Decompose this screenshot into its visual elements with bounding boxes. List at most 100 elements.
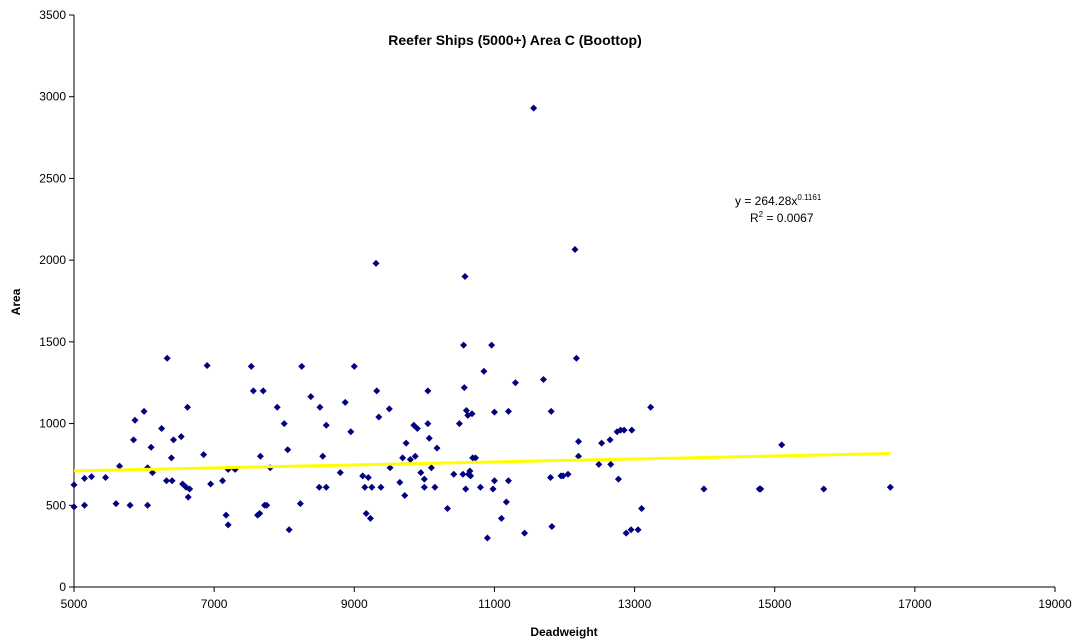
data-point bbox=[280, 420, 288, 428]
data-point bbox=[420, 483, 428, 491]
data-point bbox=[638, 505, 646, 513]
r-squared-value: = 0.0067 bbox=[763, 211, 814, 225]
data-point bbox=[177, 433, 185, 441]
data-point bbox=[341, 398, 349, 406]
data-point bbox=[296, 500, 304, 508]
data-point bbox=[530, 104, 538, 112]
data-point bbox=[488, 341, 496, 349]
data-point bbox=[116, 462, 124, 470]
data-point bbox=[427, 464, 435, 472]
data-point bbox=[502, 498, 510, 506]
data-point bbox=[284, 446, 292, 454]
data-point bbox=[350, 362, 358, 370]
data-point bbox=[170, 436, 178, 444]
x-tick-label: 11000 bbox=[478, 597, 511, 611]
data-point bbox=[130, 436, 138, 444]
data-point bbox=[598, 439, 606, 447]
data-point bbox=[595, 460, 603, 468]
data-point bbox=[472, 454, 480, 462]
data-point bbox=[131, 416, 139, 424]
data-point bbox=[820, 485, 828, 493]
y-tick-label: 3000 bbox=[39, 90, 66, 104]
data-point bbox=[224, 521, 232, 529]
data-point bbox=[112, 500, 120, 508]
data-point bbox=[144, 501, 152, 509]
data-point bbox=[627, 526, 635, 534]
y-tick-label: 1000 bbox=[39, 417, 66, 431]
data-point bbox=[70, 503, 78, 511]
data-point bbox=[322, 421, 330, 429]
data-point bbox=[420, 475, 428, 483]
data-point bbox=[571, 246, 579, 254]
data-point bbox=[362, 509, 370, 517]
data-point bbox=[700, 485, 708, 493]
data-point bbox=[539, 375, 547, 383]
data-point bbox=[480, 367, 488, 375]
data-point bbox=[319, 452, 327, 460]
x-tick-label: 7000 bbox=[201, 597, 228, 611]
data-point bbox=[606, 436, 614, 444]
data-point bbox=[316, 403, 324, 411]
data-point bbox=[462, 485, 470, 493]
data-point bbox=[372, 259, 380, 267]
data-point bbox=[617, 426, 625, 434]
data-point bbox=[256, 452, 264, 460]
data-point bbox=[546, 474, 554, 482]
data-point bbox=[298, 362, 306, 370]
data-point bbox=[315, 483, 323, 491]
x-axis: 5000 7000 9000 11000 13000 15000 17000 19000 bbox=[61, 586, 1072, 611]
x-tick-label: 17000 bbox=[898, 597, 932, 611]
data-point bbox=[247, 362, 255, 370]
data-point bbox=[219, 477, 227, 485]
data-point bbox=[489, 485, 497, 493]
data-point bbox=[375, 413, 383, 421]
data-point bbox=[163, 354, 171, 362]
data-point bbox=[285, 526, 293, 534]
trendline-equation-exponent: 0.1161 bbox=[797, 193, 821, 202]
data-point bbox=[433, 444, 441, 452]
data-point bbox=[411, 452, 419, 460]
data-point bbox=[425, 434, 433, 442]
y-tick-label: 2500 bbox=[39, 171, 66, 185]
data-point bbox=[249, 387, 257, 395]
data-point bbox=[497, 514, 505, 522]
data-point bbox=[186, 485, 194, 493]
data-point bbox=[88, 473, 96, 481]
data-point bbox=[628, 426, 636, 434]
data-point bbox=[467, 472, 475, 480]
power-trendline bbox=[73, 451, 891, 473]
data-point bbox=[406, 456, 414, 464]
data-point bbox=[81, 501, 89, 509]
data-point bbox=[148, 469, 156, 477]
data-point bbox=[504, 477, 512, 485]
data-point bbox=[361, 483, 369, 491]
data-point bbox=[347, 428, 355, 436]
data-point bbox=[468, 410, 476, 418]
data-point bbox=[455, 420, 463, 428]
data-point bbox=[490, 477, 498, 485]
trendline-r-squared: R2 = 0.0067 bbox=[750, 210, 814, 225]
data-point bbox=[607, 460, 615, 468]
data-point bbox=[634, 526, 642, 534]
data-point bbox=[396, 478, 404, 486]
data-point bbox=[366, 514, 374, 522]
data-point bbox=[256, 509, 264, 517]
data-point bbox=[386, 464, 394, 472]
x-tick-label: 19000 bbox=[1038, 597, 1072, 611]
x-tick-label: 5000 bbox=[61, 597, 88, 611]
data-point bbox=[417, 469, 425, 477]
data-point bbox=[620, 426, 628, 434]
data-point bbox=[622, 529, 630, 537]
data-point bbox=[126, 501, 134, 509]
data-point bbox=[572, 354, 580, 362]
data-point bbox=[322, 483, 330, 491]
data-point bbox=[757, 485, 765, 493]
y-tick-label: 3500 bbox=[39, 8, 66, 22]
data-point bbox=[373, 387, 381, 395]
data-point bbox=[564, 470, 572, 478]
data-point bbox=[431, 483, 439, 491]
data-point bbox=[460, 384, 468, 392]
data-point bbox=[450, 470, 458, 478]
chart-title: Reefer Ships (5000+) Area C (Boottop) bbox=[388, 32, 641, 48]
